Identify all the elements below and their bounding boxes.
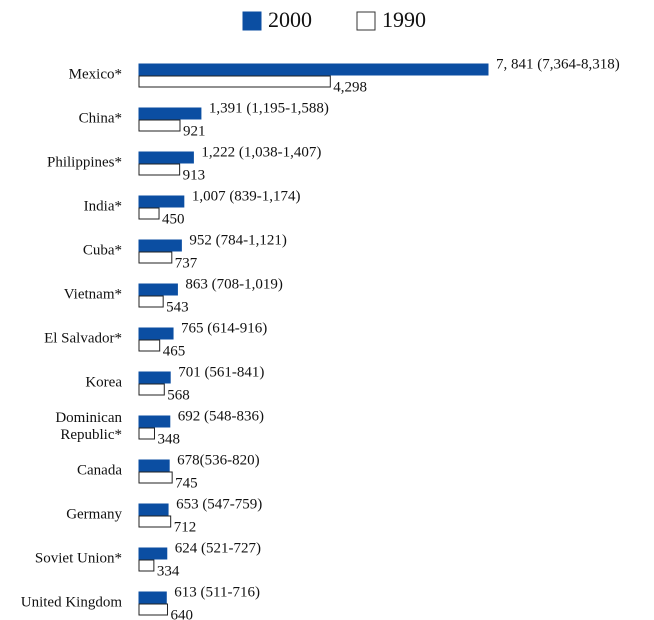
value-label: 712 — [174, 519, 197, 535]
value-label: 745 — [175, 475, 198, 491]
bar — [138, 383, 165, 396]
category-label-line: Dominican — [55, 410, 122, 426]
value-label: 7, 841 (7,364-8,318) — [496, 56, 620, 72]
value-label: 863 (708-1,019) — [185, 276, 283, 292]
bar — [138, 75, 331, 88]
value-label: 1,222 (1,038-1,407) — [201, 144, 321, 160]
category-label: China* — [79, 110, 122, 126]
value-label: 640 — [170, 607, 193, 620]
value-label: 1,007 (839-1,174) — [192, 188, 301, 204]
value-label: 1,391 (1,195-1,588) — [209, 100, 329, 116]
bar — [138, 459, 170, 472]
value-label: 952 (784-1,121) — [189, 232, 287, 248]
category-label: Vietnam* — [64, 286, 122, 302]
value-label: 737 — [175, 255, 198, 271]
value-label: 913 — [183, 167, 206, 183]
legend-label: 2000 — [268, 7, 312, 32]
value-label: 543 — [166, 299, 189, 315]
value-label: 348 — [157, 431, 180, 447]
bar — [138, 63, 489, 76]
bar — [138, 503, 169, 516]
bar — [138, 283, 178, 296]
bar — [138, 239, 182, 252]
bar — [138, 163, 181, 176]
bar — [138, 515, 172, 528]
category-label: United Kingdom — [21, 594, 123, 610]
bar — [138, 195, 185, 208]
bar — [138, 415, 171, 428]
value-label: 334 — [157, 563, 180, 579]
category-label: Mexico* — [69, 66, 122, 82]
bar — [138, 339, 161, 352]
value-label: 613 (511-716) — [174, 584, 260, 600]
bar — [138, 151, 194, 164]
category-label: Cuba* — [83, 242, 122, 258]
legend-swatch — [242, 11, 262, 31]
value-label: 568 — [167, 387, 190, 403]
legend-swatch — [356, 11, 376, 31]
bar — [138, 327, 174, 340]
bar — [138, 591, 167, 604]
category-label: Philippines* — [47, 154, 122, 170]
category-label-line: Republic* — [60, 427, 122, 443]
value-label: 678(536-820) — [177, 452, 260, 468]
category-label: Dominican Republic* — [55, 410, 122, 443]
category-label: Canada — [77, 462, 122, 478]
value-label: 701 (561-841) — [178, 364, 264, 380]
value-label: 450 — [162, 211, 185, 227]
bar — [138, 371, 171, 384]
value-label: 921 — [183, 123, 206, 139]
bar — [138, 251, 173, 264]
bar — [138, 547, 168, 560]
value-label: 765 (614-916) — [181, 320, 267, 336]
category-label: Soviet Union* — [35, 550, 122, 566]
value-label: 692 (548-836) — [178, 408, 264, 424]
bar — [138, 207, 160, 220]
bar — [138, 603, 168, 616]
category-label: Korea — [85, 374, 122, 390]
bar — [138, 471, 173, 484]
category-label: Germany — [66, 506, 122, 522]
category-label: El Salvador* — [44, 330, 122, 346]
legend-label: 1990 — [382, 7, 426, 32]
value-label: 653 (547-759) — [176, 496, 262, 512]
value-label: 465 — [163, 343, 186, 359]
bar — [138, 427, 155, 440]
category-label: India* — [84, 198, 122, 214]
value-label: 4,298 — [333, 79, 367, 95]
bar — [138, 119, 181, 132]
bar — [138, 295, 164, 308]
bar — [138, 559, 155, 572]
bar — [138, 107, 202, 120]
value-label: 624 (521-727) — [175, 540, 261, 556]
